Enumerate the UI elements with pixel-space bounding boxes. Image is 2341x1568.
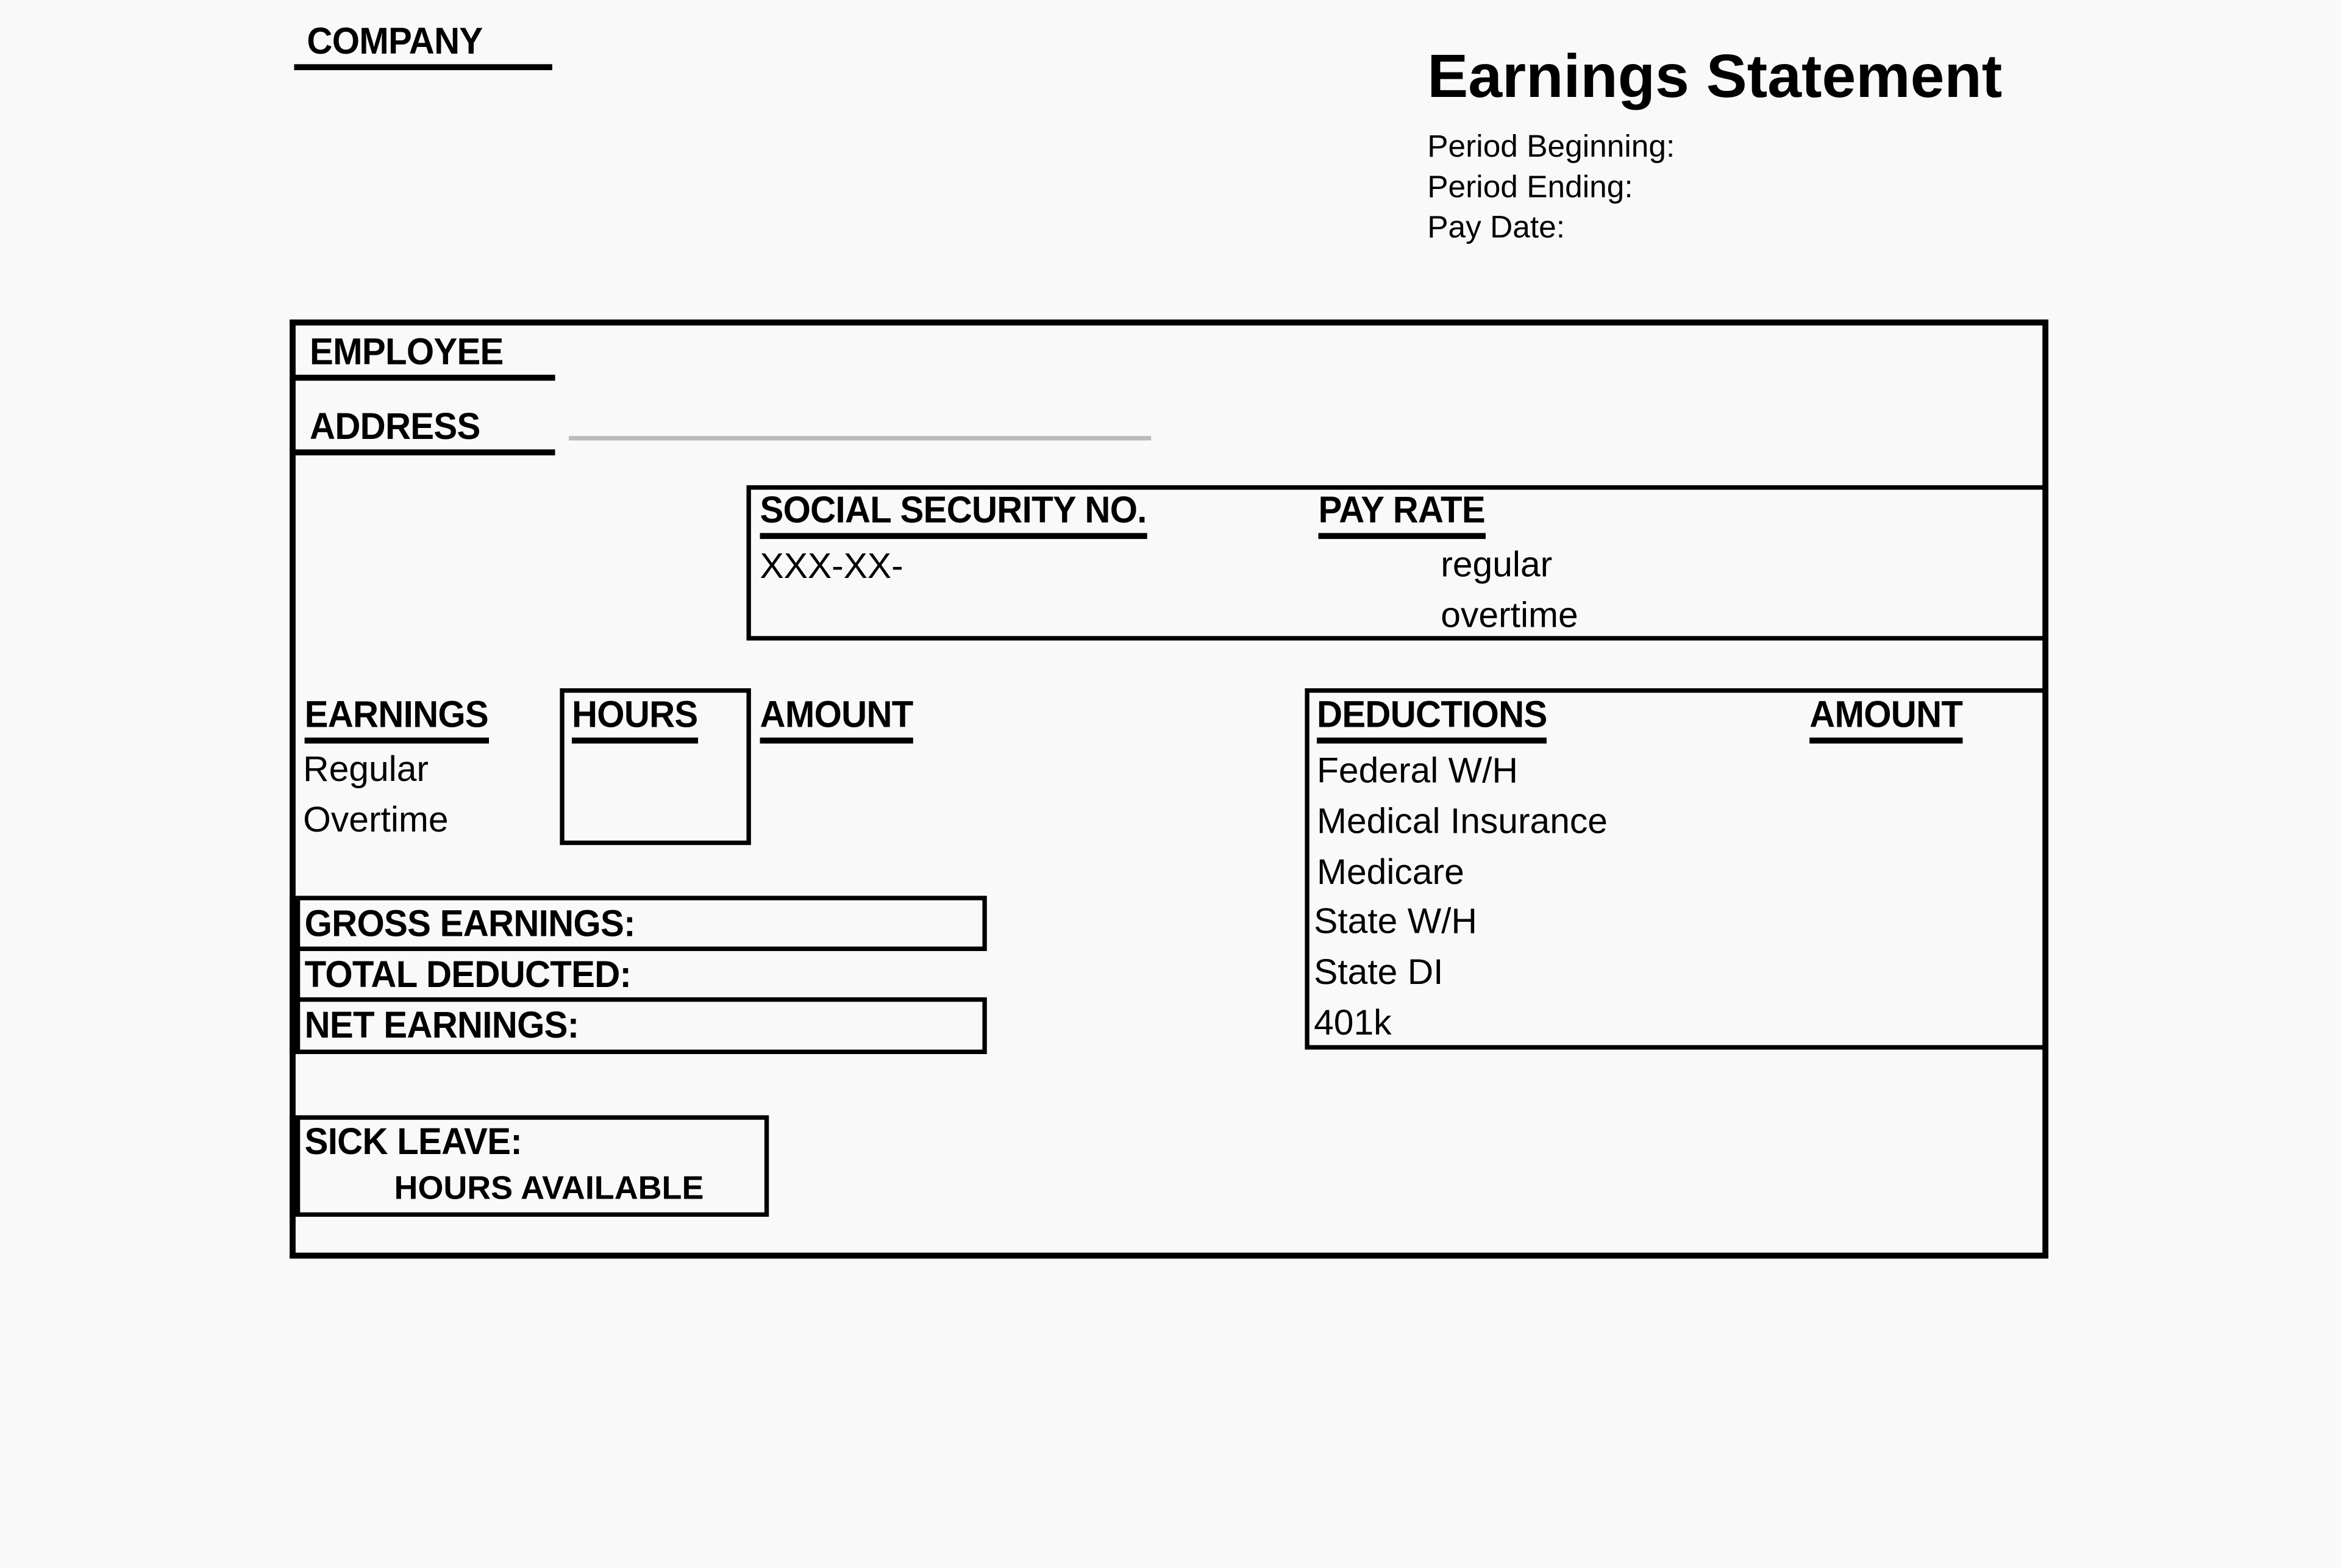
ssn-value: XXX-XX-	[760, 546, 903, 587]
period-beginning-label: Period Beginning:	[1427, 130, 1675, 165]
gross-earnings-box	[290, 896, 987, 952]
ssn-label: SOCIAL SECURITY NO.	[760, 490, 1147, 540]
deductions-label: DEDUCTIONS	[1317, 694, 1547, 744]
total-deducted-bar	[290, 949, 301, 1000]
earnings-row-overtime: Overtime	[303, 800, 449, 841]
hours-label: HOURS	[571, 694, 698, 744]
pay-rate-label: PAY RATE	[1318, 490, 1486, 540]
page-title: Earnings Statement	[1427, 41, 2003, 111]
hours-box	[560, 688, 751, 846]
sick-leave-box	[290, 1115, 769, 1217]
pay-date-label: Pay Date:	[1427, 210, 1566, 245]
address-divider	[569, 436, 1152, 441]
gross-earnings-label: GROSS EARNINGS:	[304, 903, 636, 946]
hours-available-label: HOURS AVAILABLE	[394, 1169, 704, 1206]
deduction-row: Medical Insurance	[1317, 802, 1608, 843]
earnings-label: EARNINGS	[304, 694, 489, 744]
employee-label: EMPLOYEE	[294, 332, 555, 381]
deduction-row: Medicare	[1317, 852, 1464, 893]
pay-rate-regular-label: regular	[1441, 544, 1553, 586]
deductions-box	[1305, 688, 2049, 1050]
company-label: COMPANY	[294, 21, 552, 71]
deductions-amount-label: AMOUNT	[1809, 694, 1963, 744]
deduction-row: Federal W/H	[1317, 750, 1518, 791]
net-earnings-box	[290, 997, 987, 1054]
period-ending-label: Period Ending:	[1427, 170, 1633, 205]
address-label: ADDRESS	[294, 406, 555, 455]
sick-leave-label: SICK LEAVE:	[304, 1121, 522, 1163]
earnings-row-regular: Regular	[303, 749, 429, 790]
deduction-row: State DI	[1314, 952, 1444, 993]
deduction-row: 401k	[1314, 1003, 1392, 1044]
net-earnings-label: NET EARNINGS:	[304, 1005, 580, 1047]
earnings-amount-label: AMOUNT	[760, 694, 913, 744]
pay-rate-overtime-label: overtime	[1441, 596, 1578, 636]
deduction-row: State W/H	[1314, 902, 1477, 943]
ssn-payrate-box	[746, 485, 2049, 641]
total-deducted-label: TOTAL DEDUCTED:	[304, 953, 632, 996]
